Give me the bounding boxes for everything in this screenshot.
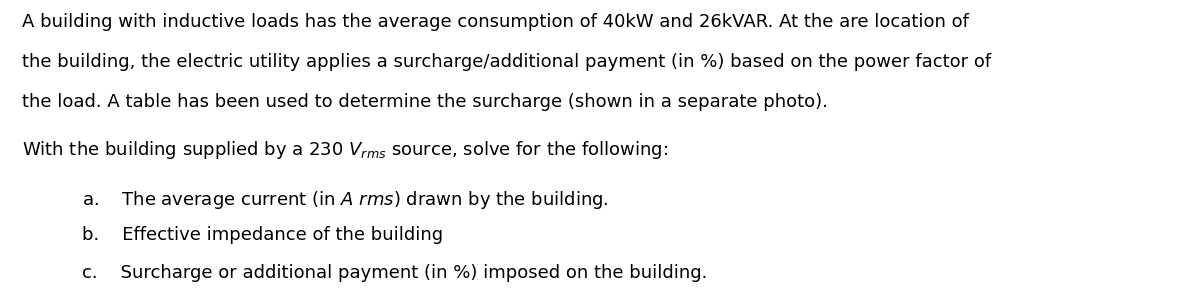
Text: the load. A table has been used to determine the surcharge (shown in a separate : the load. A table has been used to deter…	[22, 93, 828, 111]
Text: the building, the electric utility applies a surcharge/additional payment (in %): the building, the electric utility appli…	[22, 53, 991, 71]
Text: a.    The average current (in $\mathit{A\ rms}$) drawn by the building.: a. The average current (in $\mathit{A\ r…	[82, 189, 608, 211]
Text: c.    Surcharge or additional payment (in %) imposed on the building.: c. Surcharge or additional payment (in %…	[82, 264, 707, 282]
Text: b.    Effective impedance of the building: b. Effective impedance of the building	[82, 226, 443, 244]
Text: With the building supplied by a 230 $V_{rms}$ source, solve for the following:: With the building supplied by a 230 $V_{…	[22, 139, 668, 161]
Text: A building with inductive loads has the average consumption of 40kW and 26kVAR. : A building with inductive loads has the …	[22, 13, 968, 31]
